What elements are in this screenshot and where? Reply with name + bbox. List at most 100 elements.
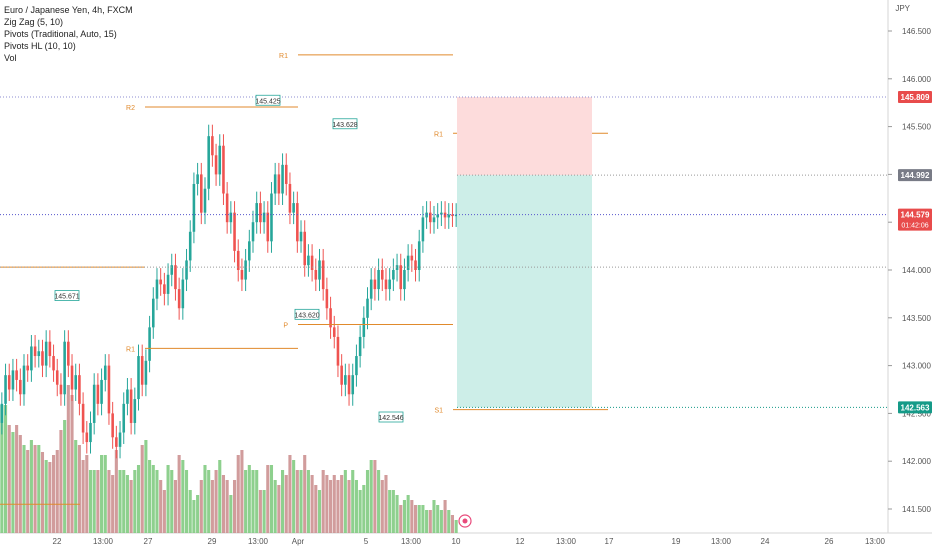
symbol-title[interactable]: Euro / Japanese Yen, 4h, FXCM bbox=[4, 5, 133, 15]
volume-bar bbox=[351, 470, 355, 533]
price-badge-countdown: 01:42:06 bbox=[901, 223, 928, 230]
candle-body bbox=[270, 193, 273, 242]
candle-body bbox=[188, 231, 192, 261]
pivot-label: R1 bbox=[434, 131, 443, 138]
volume-bar bbox=[210, 480, 214, 533]
price-tick-label: 146.000 bbox=[902, 75, 931, 84]
candle-body bbox=[200, 174, 203, 213]
candle-body bbox=[4, 375, 7, 404]
candle-body bbox=[447, 214, 451, 218]
candle-body bbox=[240, 270, 244, 280]
candle-body bbox=[392, 270, 395, 280]
candle-body bbox=[26, 365, 29, 371]
time-axis-label: 13:00 bbox=[248, 537, 269, 546]
volume-bar bbox=[33, 445, 37, 533]
candle-body bbox=[329, 308, 332, 328]
take-profit-zone[interactable] bbox=[457, 175, 592, 408]
indicator-pivots-hl[interactable]: Pivots HL (10, 10) bbox=[4, 41, 76, 51]
volume-bar bbox=[159, 480, 163, 533]
volume-bar bbox=[48, 462, 52, 533]
candle-body bbox=[55, 370, 59, 385]
volume-bar bbox=[347, 480, 351, 533]
volume-bar bbox=[244, 470, 248, 533]
candle-body bbox=[303, 231, 307, 266]
volume-bar bbox=[425, 510, 429, 533]
candle-body bbox=[399, 265, 403, 290]
hl-label-box bbox=[294, 308, 320, 320]
hl-label-text: 142.546 bbox=[378, 415, 403, 422]
volume-bar bbox=[380, 480, 384, 533]
volume-bar bbox=[314, 485, 318, 533]
candle-body bbox=[155, 279, 159, 299]
candle-body bbox=[78, 375, 81, 404]
candle-body bbox=[432, 217, 436, 223]
volume-bar bbox=[177, 455, 181, 533]
volume-bar bbox=[413, 505, 418, 533]
volume-bar bbox=[196, 495, 200, 533]
stop-loss-zone[interactable] bbox=[457, 97, 592, 176]
candle-body bbox=[344, 375, 347, 385]
candle-body bbox=[0, 403, 4, 423]
candle-body bbox=[307, 255, 310, 266]
candle-body bbox=[81, 403, 85, 433]
candle-body bbox=[70, 365, 74, 390]
volume-bar bbox=[44, 460, 48, 533]
volume-bar bbox=[11, 432, 15, 533]
hl-label-text: 143.620 bbox=[294, 312, 319, 319]
pivot-label: S1 bbox=[434, 408, 443, 415]
candle-body bbox=[126, 389, 129, 404]
volume-bar bbox=[406, 495, 410, 533]
candle-body bbox=[358, 336, 362, 357]
volume-bar bbox=[402, 500, 406, 533]
time-axis-label: 5 bbox=[364, 537, 369, 546]
hl-label-box bbox=[332, 118, 358, 130]
indicator-volume[interactable]: Vol bbox=[4, 53, 17, 63]
indicator-zigzag[interactable]: Zig Zag (5, 10) bbox=[4, 17, 64, 27]
candle-body bbox=[107, 365, 111, 414]
price-badge-text: 145.809 bbox=[901, 93, 930, 102]
candle-body bbox=[410, 255, 414, 261]
volume-bar bbox=[292, 460, 296, 533]
volume-bar bbox=[125, 475, 129, 533]
candle-body bbox=[148, 327, 151, 361]
pivot-label: R1 bbox=[126, 346, 135, 353]
volume-bar bbox=[136, 465, 141, 533]
currency-label: JPY bbox=[895, 4, 910, 13]
volume-bar bbox=[340, 475, 344, 533]
candle-body bbox=[366, 298, 369, 318]
candle-body bbox=[74, 375, 78, 390]
candle-body bbox=[151, 298, 155, 328]
candle-body bbox=[299, 231, 303, 242]
volume-bar bbox=[369, 460, 373, 533]
candle-body bbox=[85, 432, 89, 443]
volume-bar bbox=[443, 500, 447, 533]
time-axis-label: 29 bbox=[208, 537, 217, 546]
candle-body bbox=[440, 212, 443, 215]
time-axis-label: 22 bbox=[53, 537, 62, 546]
volume-bar bbox=[295, 470, 299, 533]
volume-bar bbox=[188, 490, 192, 533]
volume-bar bbox=[454, 520, 458, 533]
candle-body bbox=[192, 183, 196, 232]
price-badge-text: 144.992 bbox=[901, 171, 930, 180]
candle-body bbox=[222, 145, 225, 194]
volume-bar bbox=[262, 490, 266, 533]
volume-bar bbox=[447, 510, 451, 533]
volume-bar bbox=[232, 480, 237, 533]
volume-bar bbox=[362, 485, 366, 533]
candle-body bbox=[373, 279, 377, 290]
candle-body bbox=[259, 203, 262, 223]
volume-bar bbox=[122, 470, 126, 533]
candle-body bbox=[203, 188, 207, 213]
candle-body bbox=[384, 279, 388, 290]
candle-body bbox=[325, 289, 329, 309]
volume-bar bbox=[18, 435, 22, 533]
candle-body bbox=[351, 375, 355, 395]
volume-bar bbox=[107, 470, 111, 533]
price-badge bbox=[898, 401, 932, 414]
candle-body bbox=[321, 260, 325, 290]
indicator-pivots[interactable]: Pivots (Traditional, Auto, 15) bbox=[4, 29, 117, 39]
hl-label-text: 143.628 bbox=[332, 122, 357, 129]
candle-body bbox=[332, 327, 336, 337]
